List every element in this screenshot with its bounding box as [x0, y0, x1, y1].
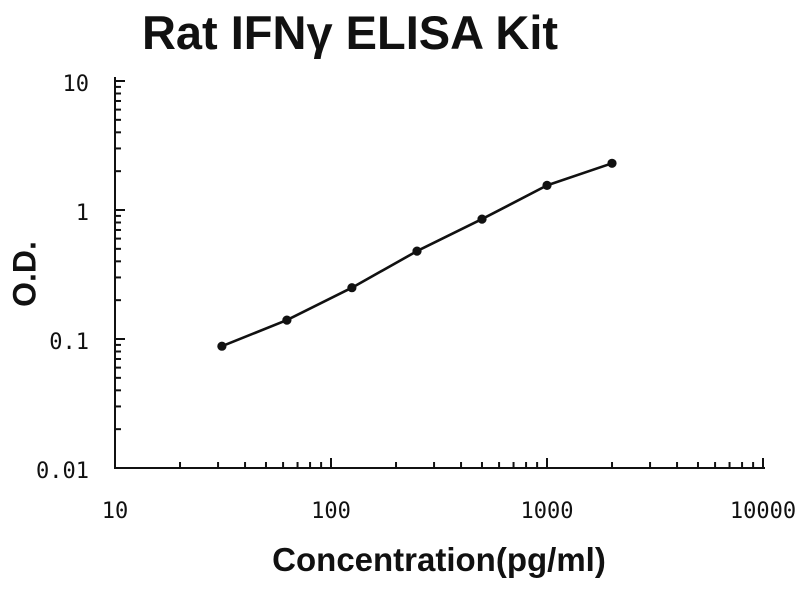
data-point-marker [217, 341, 227, 351]
x-tick-label: 1000 [521, 499, 574, 524]
x-axis-label: Concentration(pg/ml) [272, 541, 606, 578]
x-tick-label: 10000 [730, 499, 796, 524]
y-tick-label: 0.01 [36, 459, 89, 484]
x-tick-label: 10 [102, 499, 129, 524]
data-point-marker [542, 180, 552, 190]
data-point-marker [412, 246, 422, 256]
chart-title: Rat IFNγ ELISA Kit [141, 6, 559, 59]
y-tick-label: 1 [76, 201, 89, 226]
data-point-marker [477, 214, 487, 224]
y-tick-label: 0.1 [49, 330, 89, 355]
data-point-marker [282, 315, 292, 325]
data-point-marker [347, 283, 357, 293]
data-point-marker [607, 158, 617, 168]
x-tick-label: 100 [311, 499, 351, 524]
y-tick-label: 10 [63, 72, 90, 97]
